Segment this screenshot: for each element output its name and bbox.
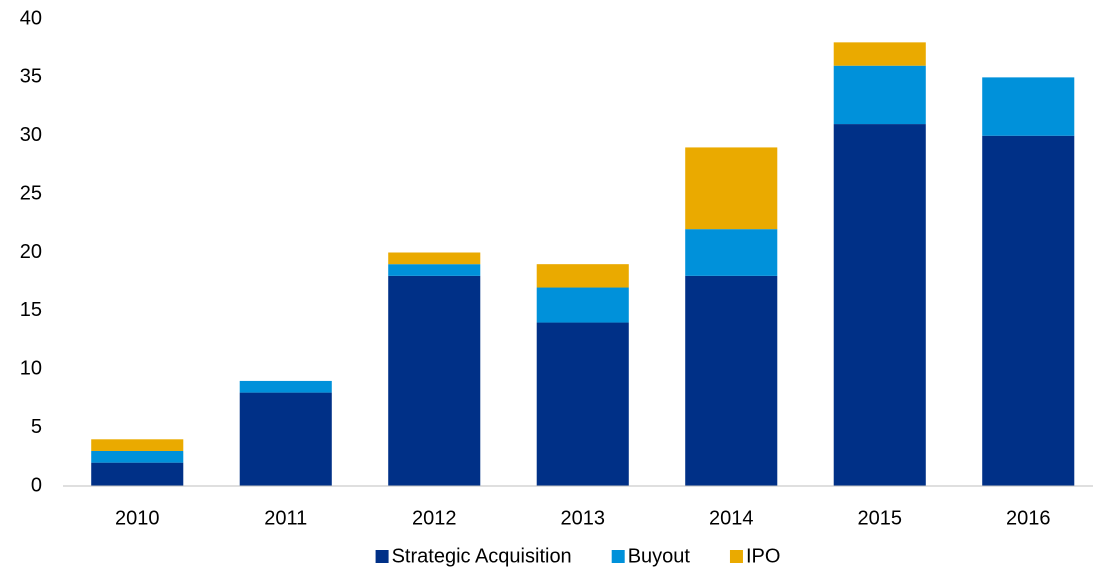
bar-segment — [91, 462, 184, 486]
bar-segment — [982, 77, 1075, 136]
bar-segment — [536, 264, 629, 288]
bar-segment — [833, 65, 926, 125]
bar-segment — [982, 135, 1075, 486]
bar-segment — [685, 275, 778, 486]
bar-segment — [833, 42, 926, 66]
legend: Strategic Acquisition Buyout IPO — [375, 545, 780, 567]
bar-segment — [685, 147, 778, 230]
y-tick-label: 40 — [20, 7, 42, 29]
x-tick-label: 2013 — [561, 507, 606, 529]
bar-segment — [239, 392, 332, 486]
y-tick-label: 10 — [20, 358, 42, 380]
y-tick-label: 0 — [31, 474, 42, 496]
bar-segment — [91, 450, 184, 463]
x-tick-label: 2016 — [1006, 507, 1051, 529]
legend-item: IPO — [729, 545, 780, 567]
y-tick-label: 5 — [31, 416, 42, 438]
legend-swatch — [729, 550, 743, 563]
bar-segment — [833, 124, 926, 486]
bar-segment — [388, 275, 481, 486]
y-tick-label: 35 — [20, 66, 42, 88]
y-tick-label: 15 — [20, 299, 42, 321]
x-tick-label: 2011 — [264, 507, 307, 529]
bar-segment — [388, 264, 481, 276]
x-tick-label: 2012 — [412, 507, 457, 529]
bar-segment — [91, 439, 184, 451]
legend-swatch — [375, 550, 389, 563]
bar-segment — [388, 252, 481, 265]
y-tick-label: 30 — [20, 124, 42, 146]
x-tick-label: 2010 — [115, 507, 160, 529]
bar-segment — [536, 322, 629, 486]
legend-label: Strategic Acquisition — [392, 545, 572, 567]
legend-item: Buyout — [611, 545, 691, 567]
y-tick-label: 20 — [20, 241, 42, 263]
bar-segment — [239, 380, 332, 393]
y-tick-label: 25 — [20, 182, 42, 204]
bar-segment — [685, 229, 778, 276]
x-tick-label: 2014 — [709, 507, 754, 529]
legend-label: IPO — [746, 545, 780, 567]
legend-item: Strategic Acquisition — [375, 545, 572, 567]
x-tick-label: 2015 — [858, 507, 903, 529]
legend-label: Buyout — [628, 545, 691, 567]
legend-swatch — [611, 550, 625, 563]
bar-segment — [536, 287, 629, 323]
